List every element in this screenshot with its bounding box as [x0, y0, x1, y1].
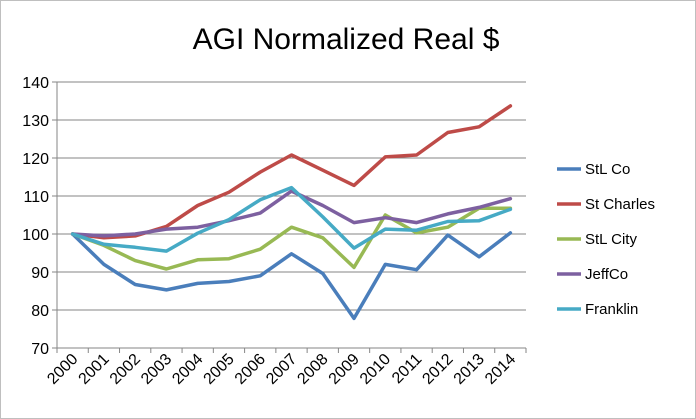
- series-lines: [70, 104, 513, 321]
- series-line-franklin: [70, 185, 513, 253]
- legend-label-franklin: Franklin: [585, 301, 638, 318]
- legend-item-jeffco: JeffCo: [557, 266, 628, 283]
- x-tick-label-2014: 2014: [482, 351, 519, 388]
- x-tick-label-2009: 2009: [326, 351, 363, 388]
- y-tick-label-140: 140: [22, 75, 49, 92]
- y-tick-label-80: 80: [31, 303, 49, 320]
- axes: [52, 81, 527, 353]
- legend-label-stl-city: StL City: [585, 231, 637, 248]
- series-line-stl-city: [70, 206, 513, 271]
- legend-label-st-charles: St Charles: [585, 196, 655, 213]
- y-tick-label-130: 130: [22, 113, 49, 130]
- x-tick-label-2006: 2006: [232, 351, 269, 388]
- tick-labels: 7080901001101201301402000200120022003200…: [22, 75, 519, 388]
- x-tick-label-2000: 2000: [44, 351, 81, 388]
- legend-item-st-charles: St Charles: [557, 196, 655, 213]
- y-tick-label-120: 120: [22, 151, 49, 168]
- gridlines: [57, 81, 526, 311]
- legend: StL Co St Charles StL City JeffCo Franklin: [557, 161, 655, 318]
- x-tick-label-2007: 2007: [263, 351, 300, 388]
- y-tick-label-90: 90: [31, 265, 49, 282]
- y-tick-label-110: 110: [23, 189, 49, 206]
- legend-item-stl-city: StL City: [557, 231, 637, 248]
- series-line-st-charles: [70, 104, 513, 240]
- x-tick-label-2004: 2004: [169, 351, 206, 388]
- x-tick-label-2008: 2008: [294, 351, 331, 388]
- y-tick-label-100: 100: [22, 227, 49, 244]
- x-tick-label-2012: 2012: [419, 351, 456, 388]
- x-tick-label-2001: 2001: [76, 351, 113, 388]
- x-tick-label-2005: 2005: [201, 351, 238, 388]
- series-line-stl-co: [70, 231, 513, 321]
- y-tick-label-70: 70: [31, 341, 49, 358]
- x-tick-label-2013: 2013: [451, 351, 488, 388]
- legend-label-jeffco: JeffCo: [585, 266, 628, 283]
- x-tick-label-2002: 2002: [107, 351, 144, 388]
- x-tick-label-2003: 2003: [138, 351, 175, 388]
- x-tick-label-2010: 2010: [357, 351, 394, 388]
- chart-title: AGI Normalized Real $: [193, 23, 500, 56]
- legend-item-franklin: Franklin: [557, 301, 638, 318]
- legend-item-stl-co: StL Co: [557, 161, 630, 178]
- x-tick-label-2011: 2011: [389, 351, 425, 387]
- series-line-jeffco: [70, 189, 513, 238]
- legend-label-stl-co: StL Co: [585, 161, 630, 178]
